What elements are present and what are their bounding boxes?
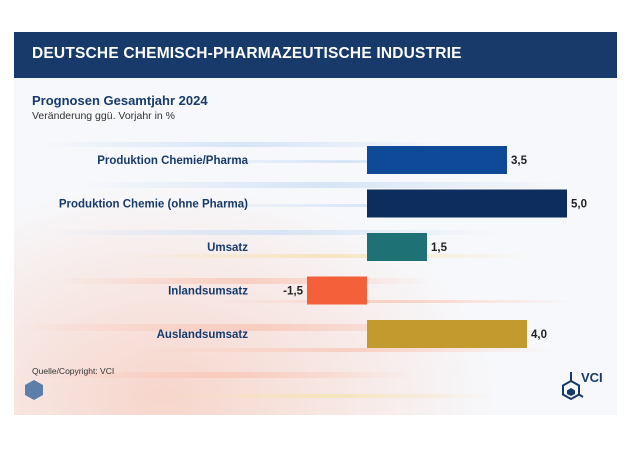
logo-text: VCI — [581, 370, 603, 385]
bar-1 — [367, 189, 567, 218]
vci-logo-icon — [562, 372, 584, 401]
value-label-2: 1,5 — [431, 242, 448, 254]
bar-chart: Produktion Chemie/Pharma 3,5 Produktion Ch… — [59, 146, 587, 348]
bar-3 — [307, 276, 367, 305]
category-label-2: Umsatz — [207, 242, 248, 254]
background-decoration — [14, 32, 617, 415]
hexagon-icon — [25, 380, 43, 400]
value-label-3: -1,5 — [283, 286, 303, 298]
category-label-1: Produktion Chemie (ohne Pharma) — [59, 199, 248, 211]
source-note: Quelle/Copyright: VCI — [32, 366, 115, 376]
chart-card: DEUTSCHE CHEMISCH-PHARMAZEUTISCHE INDUST… — [14, 32, 617, 415]
category-label-0: Produktion Chemie/Pharma — [97, 155, 248, 167]
value-label-1: 5,0 — [571, 199, 587, 211]
value-label-0: 3,5 — [511, 155, 528, 167]
category-label-4: Auslandsumsatz — [157, 329, 249, 341]
page-title: DEUTSCHE CHEMISCH-PHARMAZEUTISCHE INDUST… — [32, 45, 462, 62]
unit-note: Veränderung ggü. Vorjahr in % — [32, 110, 176, 122]
header-bar: DEUTSCHE CHEMISCH-PHARMAZEUTISCHE INDUST… — [14, 32, 617, 78]
chart-subtitle: Prognosen Gesamtjahr 2024 — [32, 93, 208, 108]
bar-2 — [367, 233, 427, 261]
value-label-4: 4,0 — [531, 329, 547, 341]
bar-4 — [367, 320, 527, 348]
bar-0 — [367, 146, 507, 174]
category-label-3: Inlandsumsatz — [168, 286, 248, 298]
